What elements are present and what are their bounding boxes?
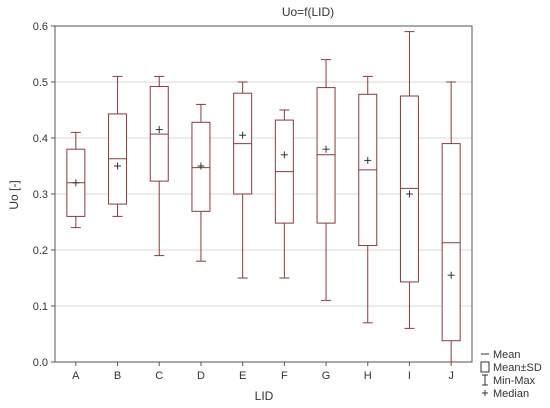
box-I <box>399 31 419 329</box>
box-J <box>441 81 461 363</box>
y-tick-label: 0.3 <box>33 189 48 201</box>
box-H <box>358 75 378 324</box>
x-tick-label: E <box>239 370 246 382</box>
box-E <box>233 81 253 279</box>
legend-item-line: Mean <box>481 349 521 361</box>
box-G <box>316 59 336 301</box>
legend-label: Min-Max <box>493 375 536 387</box>
y-axis-title: Uo [-] <box>7 180 21 209</box>
y-tick-label: 0.0 <box>33 357 48 369</box>
x-tick-label: G <box>322 370 331 382</box>
legend-item-box: Mean±SD <box>480 361 542 374</box>
x-tick-label: F <box>281 370 288 382</box>
legend-item-plus: Median <box>482 388 529 400</box>
box-B <box>108 75 128 217</box>
sd-box <box>316 87 336 224</box>
y-tick-label: 0.4 <box>33 133 48 145</box>
legend-item-whisker: Min-Max <box>482 374 536 387</box>
legend-label: Mean±SD <box>493 362 542 374</box>
sd-box <box>441 143 461 342</box>
legend-box-icon <box>480 361 490 373</box>
x-tick-label: J <box>448 370 454 382</box>
box-series <box>66 31 461 363</box>
x-tick-label: B <box>114 370 121 382</box>
sd-box <box>399 95 419 283</box>
x-tick-label: A <box>72 370 80 382</box>
legend-label: Median <box>493 388 529 400</box>
y-tick-label: 0.5 <box>33 77 48 89</box>
chart-title: Uo=f(LID) <box>282 5 334 19</box>
y-tick-label: 0.2 <box>33 245 48 257</box>
x-axis-title: LID <box>255 389 274 403</box>
box-C <box>149 75 169 257</box>
box-F <box>274 109 294 279</box>
y-axis: 0.0 0.1 0.2 0.3 0.4 0.5 0.6 <box>33 21 55 369</box>
x-tick-label: C <box>155 370 163 382</box>
x-tick-label: I <box>408 370 411 382</box>
y-tick-label: 0.1 <box>33 301 48 313</box>
y-tick-label: 0.6 <box>33 21 48 33</box>
legend-label: Mean <box>493 349 521 361</box>
x-tick-label: D <box>197 370 205 382</box>
x-axis: A B C D E F G H I J <box>72 362 454 382</box>
box-A <box>66 131 86 229</box>
box-D <box>191 103 211 262</box>
x-tick-label: H <box>364 370 372 382</box>
